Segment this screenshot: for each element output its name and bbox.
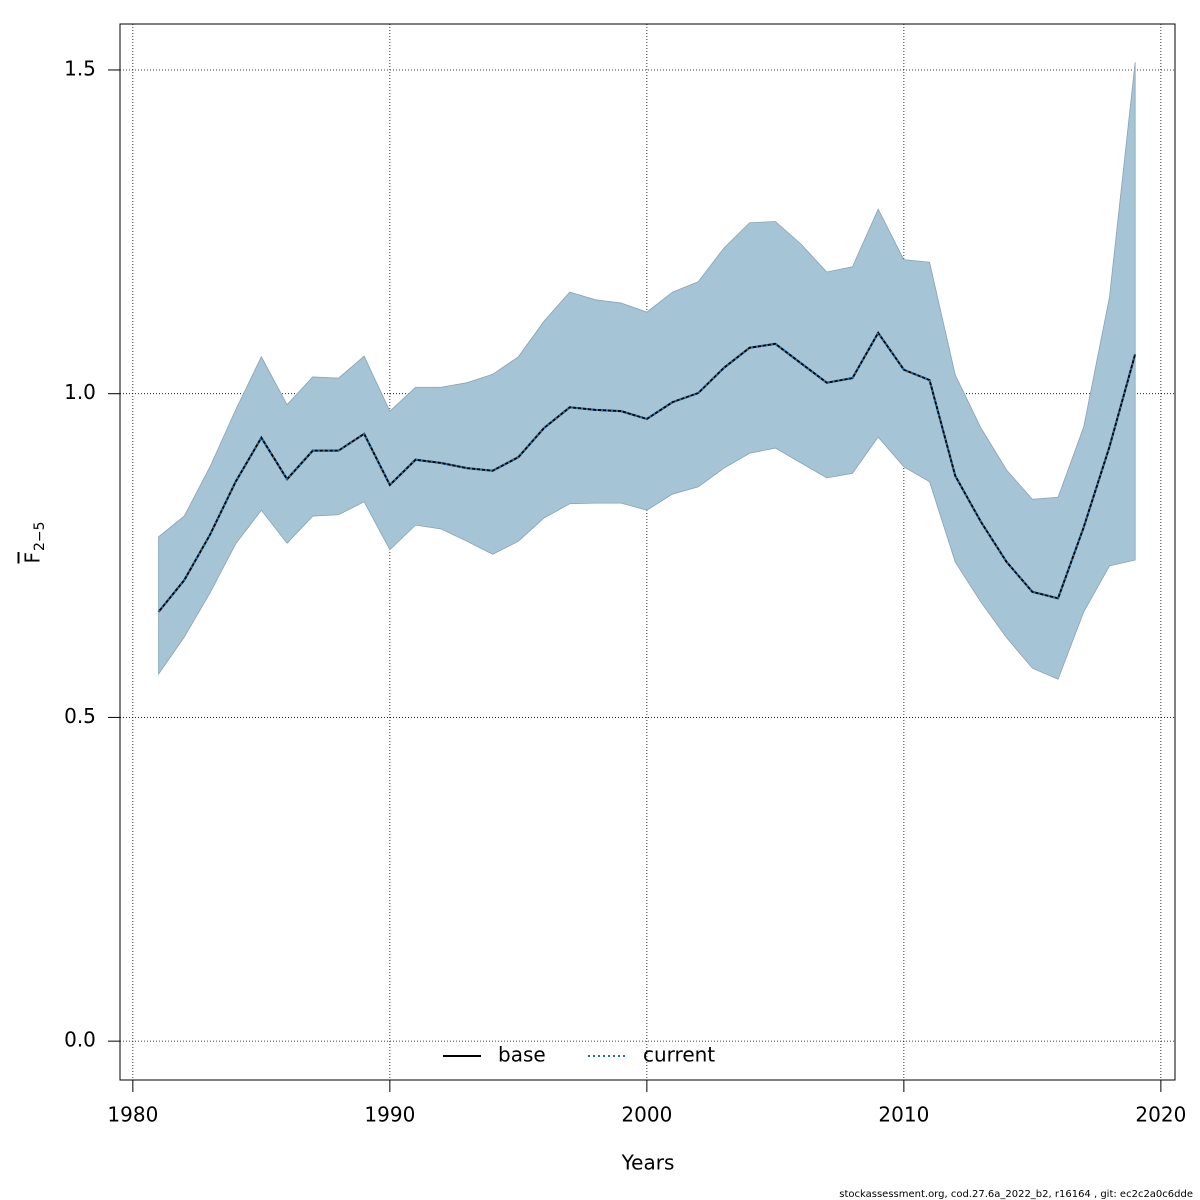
- legend: base current: [443, 1043, 715, 1067]
- series-line: [157, 330, 1137, 613]
- x-tick-label: 2000: [621, 1103, 672, 1127]
- x-tick-label: 1980: [107, 1103, 158, 1127]
- x-axis-label: Years: [621, 1151, 675, 1175]
- y-axis-label-group: F 2−5: [21, 521, 49, 563]
- legend-label: base: [498, 1043, 546, 1067]
- y-axis-label: F: [21, 552, 45, 564]
- x-tick-label: 2010: [878, 1103, 929, 1127]
- x-tick-label: 1990: [364, 1103, 415, 1127]
- footer: stockassessment.org, cod.27.6a_2022_b2, …: [839, 1189, 1193, 1200]
- plot-frame: [119, 23, 1176, 1081]
- y-tick-label: 0.0: [64, 1028, 96, 1052]
- y-tick-label: 1.0: [64, 380, 96, 404]
- y-tick-label: 1.5: [64, 56, 96, 80]
- y-axis-label-sub: 2−5: [32, 521, 48, 551]
- legend-label: current: [643, 1043, 715, 1067]
- confidence-band: [158, 62, 1136, 680]
- x-tick-label: 2020: [1135, 1103, 1186, 1127]
- y-tick-label: 0.5: [64, 704, 96, 728]
